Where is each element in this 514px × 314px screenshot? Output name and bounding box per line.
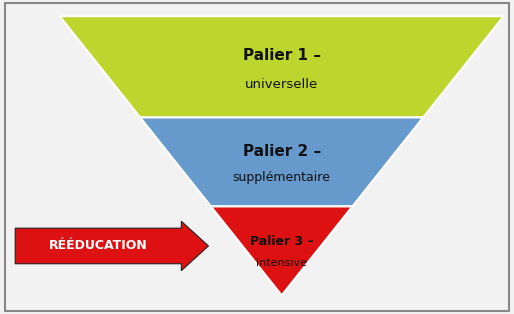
Text: Palier 2 –: Palier 2 – (243, 143, 321, 159)
FancyArrow shape (15, 221, 209, 271)
Text: supplémentaire: supplémentaire (233, 171, 331, 184)
Text: Palier 1 –: Palier 1 – (243, 48, 321, 63)
Polygon shape (211, 206, 353, 295)
Text: universelle: universelle (245, 78, 318, 91)
Text: intensive: intensive (256, 258, 307, 268)
Text: RÉÉDUCATION: RÉÉDUCATION (49, 240, 148, 252)
Text: Palier 3 –: Palier 3 – (250, 235, 314, 247)
Polygon shape (140, 117, 423, 206)
Polygon shape (60, 16, 504, 117)
